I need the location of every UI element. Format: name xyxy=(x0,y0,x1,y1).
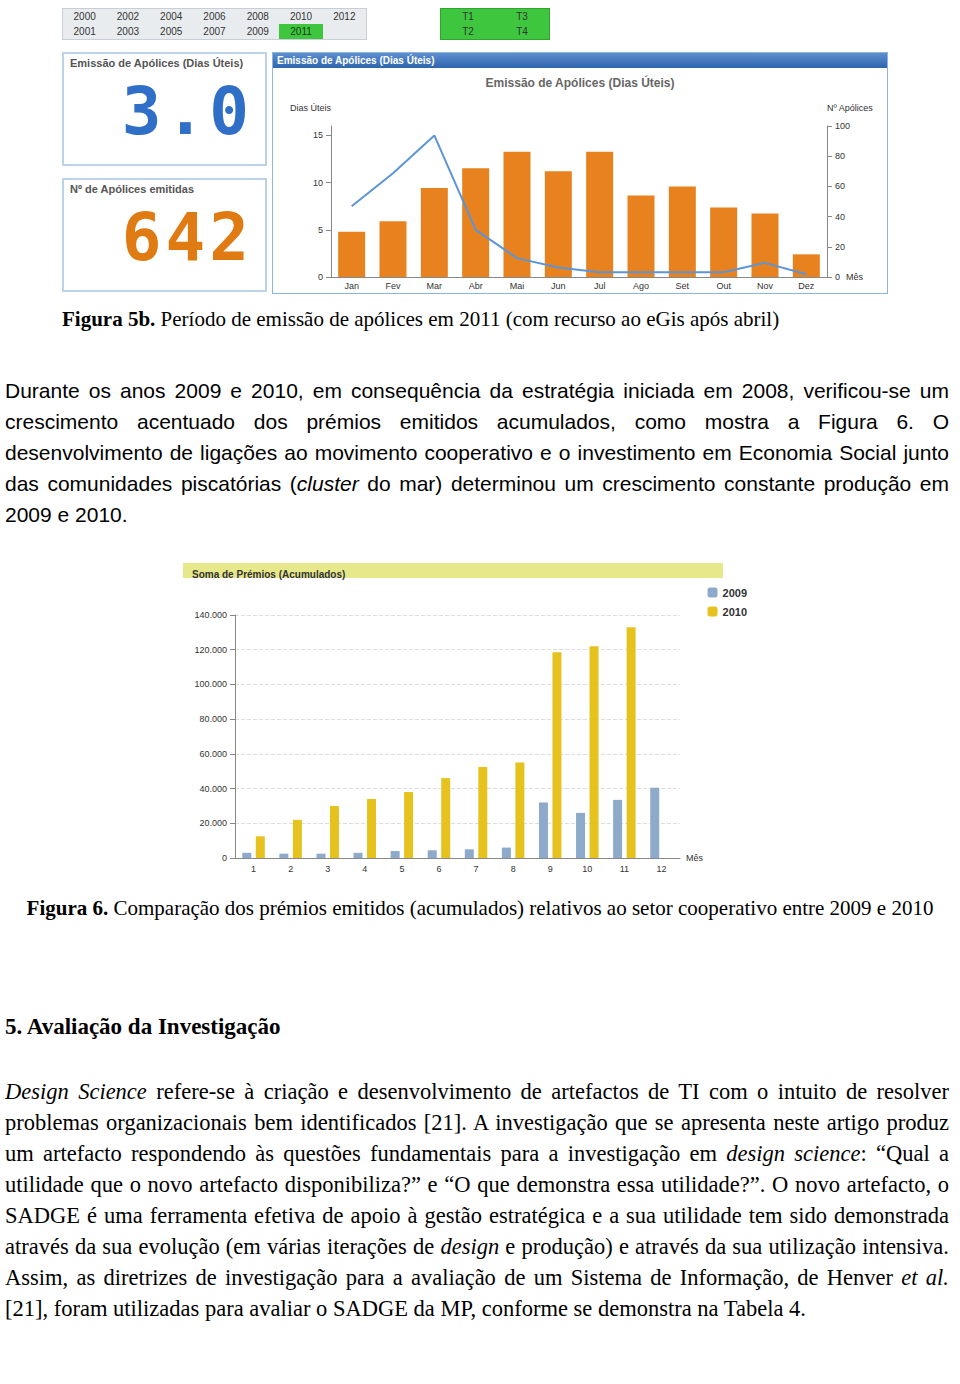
html-text:3.0: 3.0 xyxy=(121,73,253,150)
svg-text:3: 3 xyxy=(325,864,330,874)
svg-text:2009: 2009 xyxy=(723,587,747,599)
html-text:642: 642 xyxy=(121,199,253,276)
svg-text:Nov: Nov xyxy=(757,281,774,291)
html-text:Nº de Apólices emitidas: Nº de Apólices emitidas xyxy=(70,183,194,195)
html-text:2004: 2004 xyxy=(160,11,183,22)
svg-text:Mar: Mar xyxy=(427,281,443,291)
html-text:Emissão de Apólices (Dias Útei: Emissão de Apólices (Dias Úteis) xyxy=(277,55,435,66)
html-text:2002: 2002 xyxy=(116,11,139,22)
svg-text:40.000: 40.000 xyxy=(199,784,227,794)
svg-text:20.000: 20.000 xyxy=(199,818,227,828)
svg-text:Dez: Dez xyxy=(798,281,815,291)
svg-text:5: 5 xyxy=(318,225,323,235)
html-text:Figura 5b. Período de emissão: Figura 5b. Período de emissão de apólice… xyxy=(62,307,780,331)
svg-text:Abr: Abr xyxy=(469,281,483,291)
svg-text:20: 20 xyxy=(835,242,845,252)
html-text:2001: 2001 xyxy=(73,26,96,37)
html-text:T2: T2 xyxy=(462,26,474,37)
svg-text:Soma de Prémios (Acumulados): Soma de Prémios (Acumulados) xyxy=(192,569,345,580)
svg-text:60.000: 60.000 xyxy=(199,749,227,759)
html-text:2000: 2000 xyxy=(73,11,96,22)
html-text:2007: 2007 xyxy=(203,26,226,37)
html-text:2010: 2010 xyxy=(289,11,313,22)
svg-text:120.000: 120.000 xyxy=(194,645,227,655)
svg-text:9: 9 xyxy=(548,864,553,874)
svg-text:Nº Apólices: Nº Apólices xyxy=(827,103,873,113)
svg-text:Jul: Jul xyxy=(594,281,606,291)
svg-text:10: 10 xyxy=(313,178,323,188)
svg-text:Out: Out xyxy=(716,281,731,291)
svg-text:Dias Úteis: Dias Úteis xyxy=(290,103,332,113)
svg-text:2: 2 xyxy=(288,864,293,874)
html-text:2012: 2012 xyxy=(333,11,356,22)
svg-text:5: 5 xyxy=(399,864,404,874)
html-text:2005: 2005 xyxy=(160,26,183,37)
svg-text:Jan: Jan xyxy=(344,281,359,291)
html-text:2008: 2008 xyxy=(246,11,269,22)
svg-text:Jun: Jun xyxy=(551,281,566,291)
svg-text:Mês: Mês xyxy=(686,853,704,863)
svg-text:40: 40 xyxy=(835,212,845,222)
html-text:2006: 2006 xyxy=(203,11,226,22)
svg-text:100: 100 xyxy=(835,121,850,131)
svg-text:1: 1 xyxy=(251,864,256,874)
svg-text:2010: 2010 xyxy=(723,606,747,618)
svg-text:11: 11 xyxy=(620,864,629,874)
svg-text:Mês: Mês xyxy=(846,272,864,282)
html-text:5. Avaliação da Investigação: 5. Avaliação da Investigação xyxy=(5,1014,281,1039)
html-text:2011: 2011 xyxy=(290,26,312,37)
svg-text:Ago: Ago xyxy=(633,281,649,291)
svg-text:6: 6 xyxy=(436,864,441,874)
html-text:Durante os anos 2009 e 2010, e: Durante os anos 2009 e 2010, em consequê… xyxy=(5,379,949,526)
html-text:[21], foram utilizadas para av: [21], foram utilizadas para avaliar o SA… xyxy=(5,1296,806,1321)
html-text:2003: 2003 xyxy=(116,26,139,37)
svg-text:0: 0 xyxy=(835,272,840,282)
svg-text:15: 15 xyxy=(313,130,323,140)
svg-text:80: 80 xyxy=(835,151,845,161)
svg-text:0: 0 xyxy=(318,272,323,282)
svg-text:0: 0 xyxy=(222,853,227,863)
html-text:T4: T4 xyxy=(516,26,528,37)
svg-text:140.000: 140.000 xyxy=(194,610,227,620)
svg-text:80.000: 80.000 xyxy=(199,714,227,724)
html-text:T3: T3 xyxy=(516,11,528,22)
html-text:T1: T1 xyxy=(462,11,474,22)
html-text:Design Science refere-se à cri: Design Science refere-se à criação e des… xyxy=(5,1079,949,1290)
svg-text:8: 8 xyxy=(511,864,516,874)
svg-text:Mai: Mai xyxy=(510,281,525,291)
html-text:2009: 2009 xyxy=(246,26,269,37)
html-text:Figura 6. Comparação dos prémi: Figura 6. Comparação dos prémios emitido… xyxy=(26,896,934,920)
svg-text:Set: Set xyxy=(676,281,690,291)
svg-text:Fev: Fev xyxy=(385,281,401,291)
svg-text:12: 12 xyxy=(656,864,666,874)
svg-text:10: 10 xyxy=(582,864,592,874)
html-text:Emissão de Apólices (Dias Útei: Emissão de Apólices (Dias Úteis) xyxy=(70,57,244,69)
svg-text:100.000: 100.000 xyxy=(194,679,227,689)
svg-text:Emissão de Apólices (Dias Útei: Emissão de Apólices (Dias Úteis) xyxy=(486,75,675,90)
svg-text:4: 4 xyxy=(362,864,367,874)
svg-text:7: 7 xyxy=(474,864,479,874)
svg-text:60: 60 xyxy=(835,181,845,191)
